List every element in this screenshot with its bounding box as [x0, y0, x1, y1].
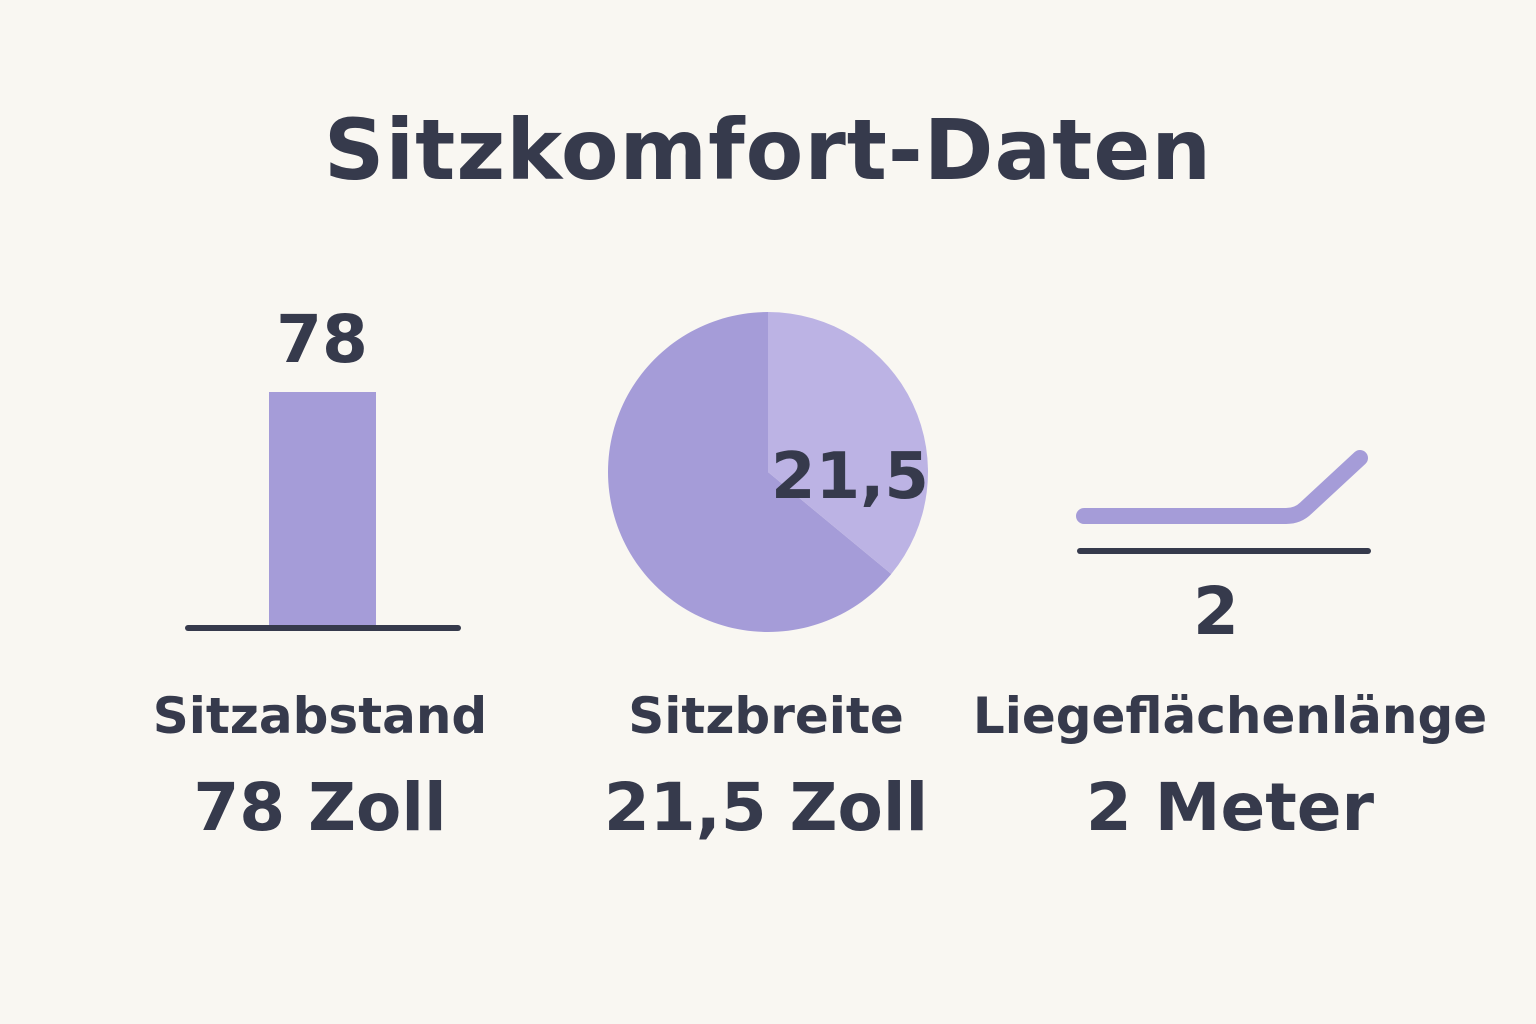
bed-length-data-label: 2	[1193, 573, 1239, 650]
seat-width-pie-slice-highlight	[768, 312, 928, 574]
page-title: Sitzkomfort-Daten	[323, 101, 1213, 199]
flat-bed-icon	[1076, 450, 1368, 524]
seat-width-chart: 21,5	[607, 312, 929, 632]
seat-width-value: 21,5 Zoll	[603, 769, 929, 846]
seat-pitch-label: Sitzabstand	[152, 687, 488, 745]
seat-width-label: Sitzbreite	[628, 687, 904, 745]
seat-width-pie-slice-remainder	[607, 312, 892, 632]
seat-width-data-label: 21,5	[771, 440, 929, 514]
bed-length-value: 2 Meter	[1085, 769, 1375, 846]
bed-length-graphic: 2	[1076, 450, 1371, 650]
seat-pitch-chart: 78	[185, 301, 461, 631]
seat-pitch-value: 78 Zoll	[193, 769, 447, 846]
seat-pitch-data-label: 78	[276, 301, 368, 378]
bed-length-label: Liegeflächenlänge	[972, 687, 1488, 745]
seat-pitch-bar	[269, 392, 376, 626]
